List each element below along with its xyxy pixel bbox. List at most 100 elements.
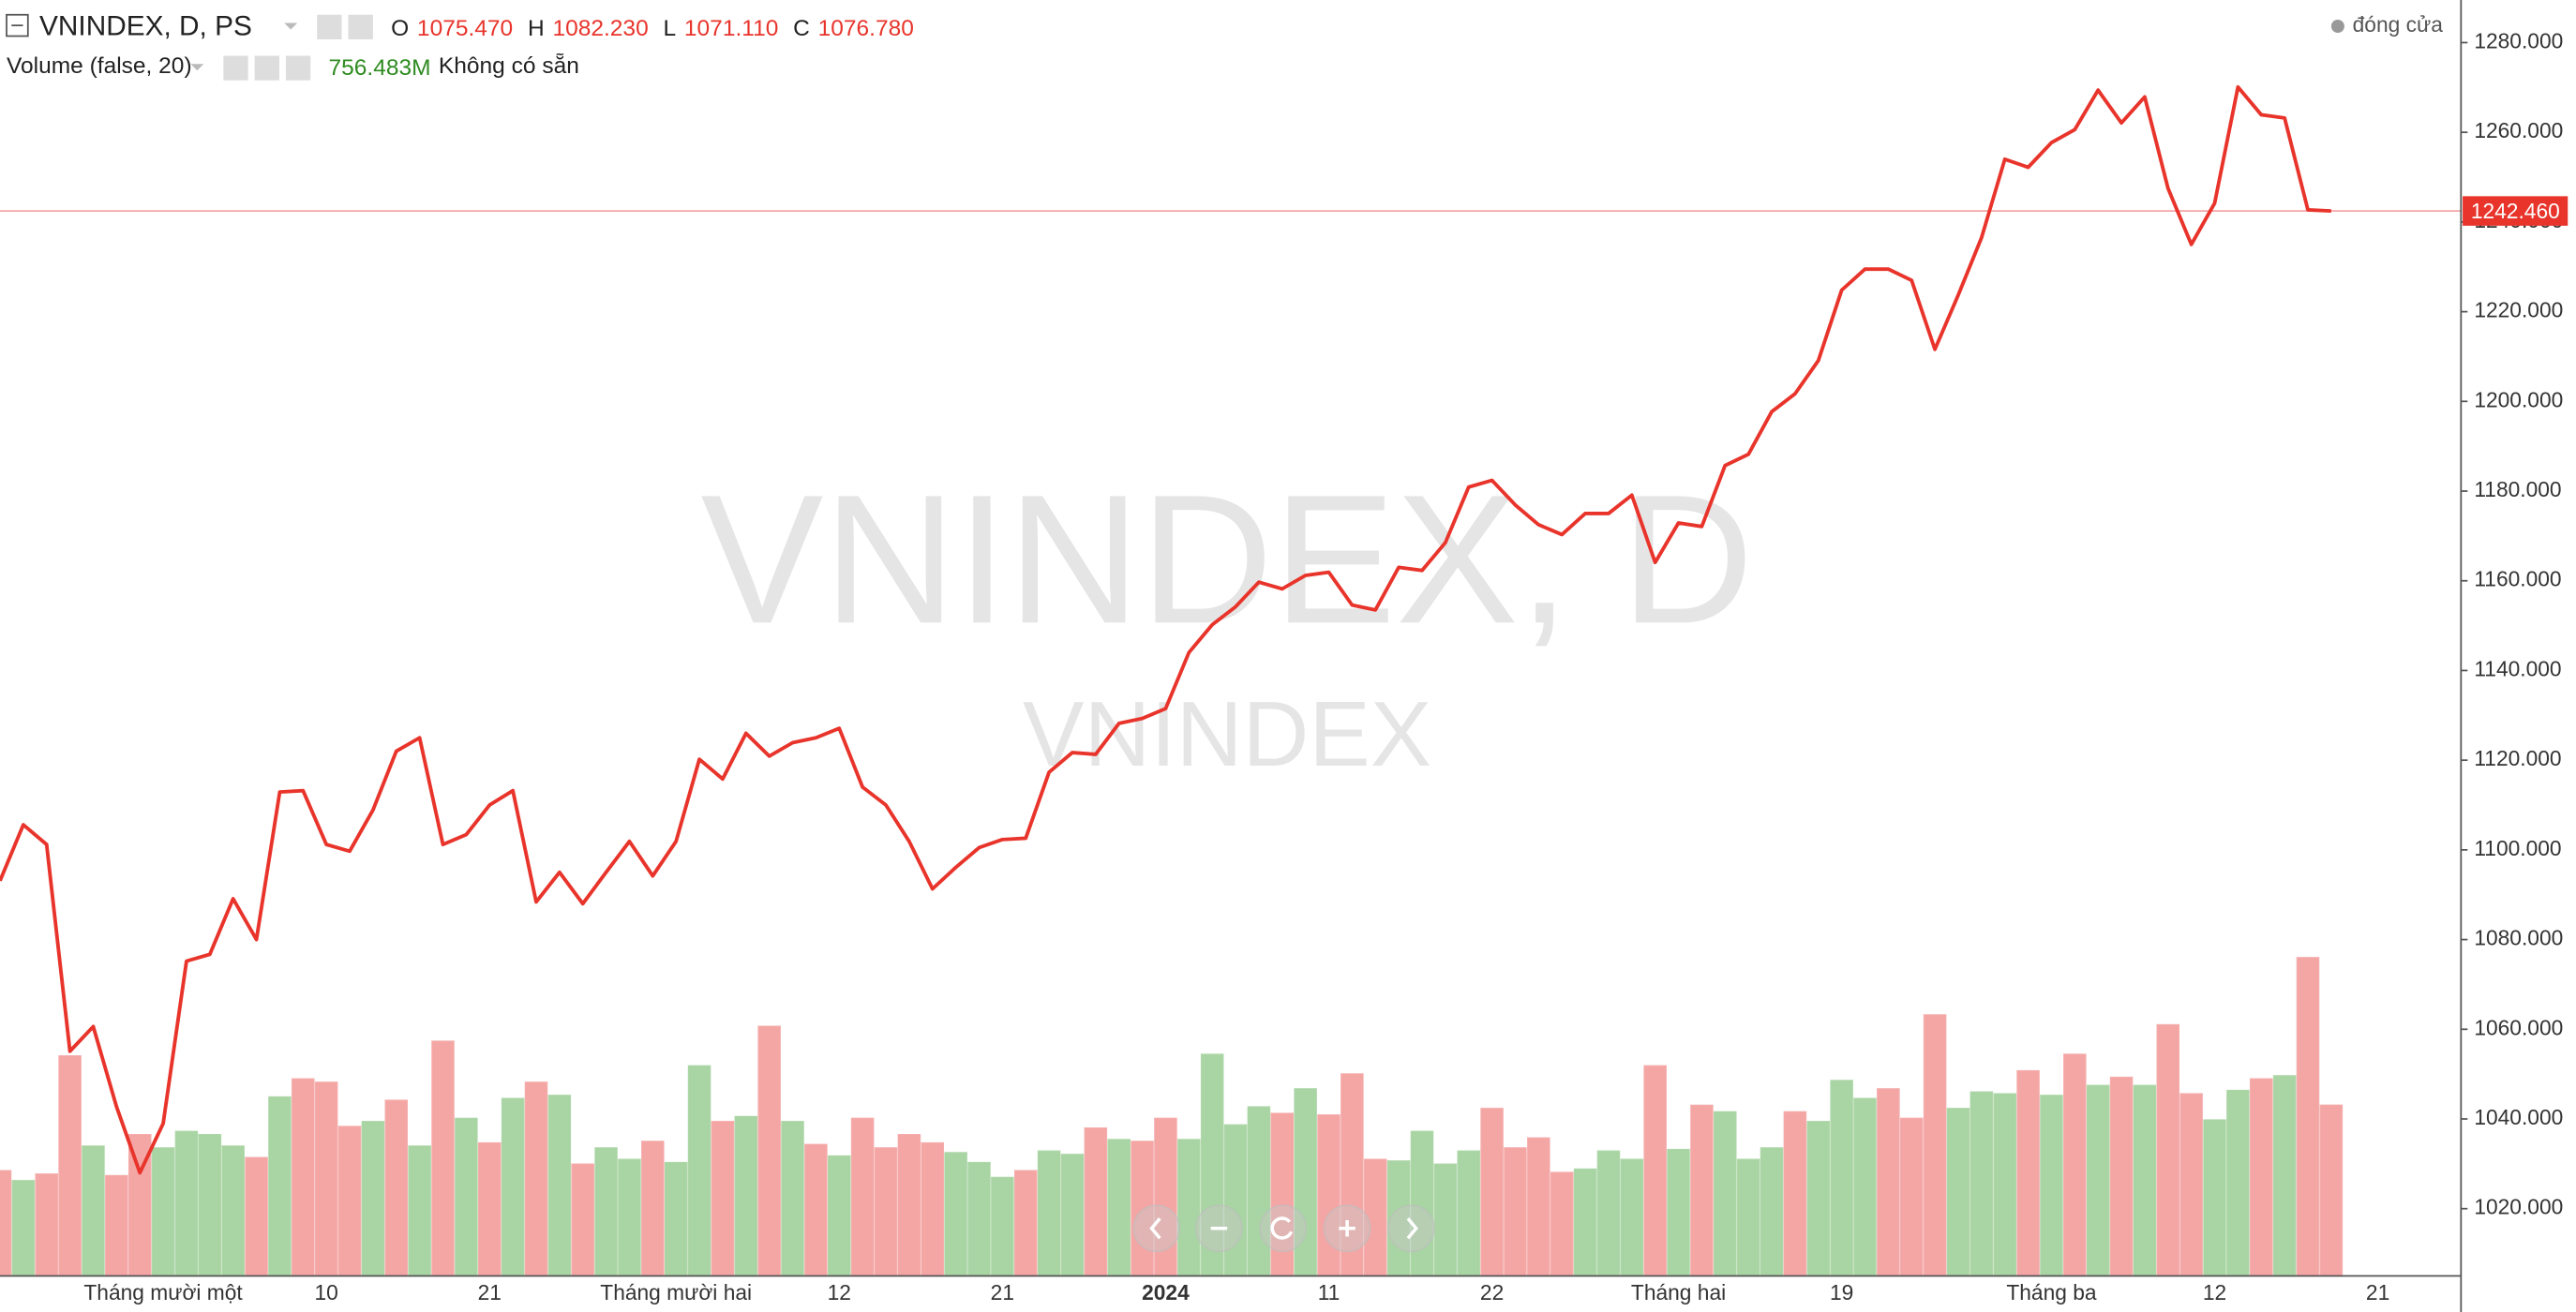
volume-bar <box>1294 1088 1317 1277</box>
x-tick-label: 10 <box>314 1280 337 1305</box>
volume-bar <box>361 1121 385 1277</box>
price-layer <box>0 84 2462 1175</box>
volume-bar <box>1107 1139 1131 1277</box>
volume-bar <box>1783 1111 1807 1277</box>
ohlc-value: 1075.470 <box>417 16 513 41</box>
volume-bar <box>2249 1078 2273 1277</box>
y-tick-label: 1060.000 <box>2474 1015 2563 1039</box>
volume-bar <box>1480 1108 1504 1277</box>
volume-bar <box>967 1161 991 1277</box>
volume-bar <box>1084 1127 1108 1277</box>
watermark: VNINDEX, D <box>701 455 1754 662</box>
volume-bar <box>2086 1084 2110 1277</box>
eye-icon[interactable] <box>223 55 248 81</box>
volume-bar <box>1899 1117 1924 1277</box>
volume-bar <box>1969 1091 1994 1277</box>
watermark-group: VNINDEX, D VNINDEX <box>701 455 1754 784</box>
x-tick-label: 12 <box>2203 1280 2226 1305</box>
volume-bar <box>384 1099 409 1277</box>
volume-bar <box>1550 1171 1574 1277</box>
volume-bar <box>1457 1150 1480 1277</box>
y-tick-label: 1220.000 <box>2474 298 2563 322</box>
volume-bar <box>1037 1150 1061 1277</box>
ohlc-key: O <box>391 16 409 41</box>
settings-icon[interactable] <box>348 14 373 39</box>
scroll-right[interactable] <box>1387 1204 1435 1253</box>
navigation <box>1132 1204 1435 1253</box>
close-legend: đóng cửa <box>2353 12 2444 37</box>
x-tick-label: 21 <box>478 1280 502 1305</box>
volume-bar <box>850 1117 875 1277</box>
volume-bar <box>1527 1137 1550 1277</box>
volume-bar <box>571 1163 594 1277</box>
close-dot <box>2330 20 2344 33</box>
remove-icon[interactable] <box>285 55 311 81</box>
y-tick-label: 1040.000 <box>2474 1105 2563 1129</box>
volume-bar <box>1504 1147 1527 1277</box>
last-price-box <box>2463 196 2569 226</box>
volume-bar <box>501 1097 525 1277</box>
volume-bar <box>711 1121 735 1277</box>
volume-bar <box>2016 1069 2040 1277</box>
volume-bar <box>1690 1104 1714 1277</box>
dropdown[interactable] <box>190 64 204 71</box>
volume-bar <box>221 1145 245 1277</box>
volume-bar <box>991 1176 1014 1277</box>
volume-bar <box>2063 1053 2087 1277</box>
volume-bar <box>2156 1023 2180 1277</box>
volume-bar <box>1154 1117 1177 1277</box>
reset[interactable] <box>1259 1204 1308 1253</box>
volume-bar <box>524 1081 548 1277</box>
volume-bar <box>594 1147 618 1277</box>
ohlc-key: H <box>528 16 545 41</box>
volume-bar <box>804 1143 828 1277</box>
y-tick-label: 1180.000 <box>2474 477 2561 501</box>
volume-bar <box>641 1141 665 1277</box>
x-tick-label: 12 <box>828 1280 851 1305</box>
volume-bar <box>1993 1093 2016 1277</box>
volume-bar <box>2133 1084 2157 1277</box>
volume-bar <box>547 1095 572 1277</box>
volume-bar <box>2109 1076 2134 1277</box>
collapse-icon[interactable] <box>6 13 29 37</box>
volume-bar <box>781 1121 804 1277</box>
volume-bar <box>245 1156 268 1277</box>
volume-bar <box>1177 1139 1201 1277</box>
volume-bar <box>1247 1106 1271 1277</box>
eye-icon[interactable] <box>317 14 342 39</box>
volume-bar <box>1714 1111 1737 1277</box>
last-price-label: 1242.460 <box>2471 199 2560 223</box>
volume-bar <box>11 1180 36 1277</box>
volume-bar <box>1013 1170 1038 1277</box>
scroll-left[interactable] <box>1132 1204 1181 1253</box>
x-tick-label: 2024 <box>1142 1280 1190 1305</box>
volume-bar <box>757 1025 781 1277</box>
volume-bar <box>828 1155 851 1277</box>
volume-status: Không có sẵn <box>439 52 579 79</box>
watermark-subtitle: VNINDEX <box>1023 682 1431 785</box>
volume-bar <box>431 1040 455 1277</box>
y-tick-label: 1020.000 <box>2474 1195 2563 1219</box>
settings-icon[interactable] <box>254 55 279 81</box>
volume-bar <box>1620 1158 1644 1277</box>
volume-bar <box>35 1173 59 1277</box>
volume-bar <box>687 1065 711 1277</box>
volume-bar <box>151 1147 175 1277</box>
x-tick-label: 22 <box>1480 1280 1504 1305</box>
dropdown[interactable] <box>284 22 298 30</box>
x-tick-label: 19 <box>1830 1280 1853 1305</box>
y-tick-label: 1140.000 <box>2474 656 2561 680</box>
ohlc-value: 1082.230 <box>552 16 648 41</box>
x-tick-label: Tháng hai <box>1631 1280 1726 1305</box>
volume-bar <box>2319 1104 2344 1277</box>
volume-bar <box>664 1161 688 1277</box>
volume-bar <box>1433 1163 1458 1277</box>
volume-bar <box>1830 1080 1853 1277</box>
volume-bar <box>1223 1124 1248 1277</box>
volume-bar <box>408 1145 431 1277</box>
volume-bar <box>734 1115 758 1277</box>
y-tick-label: 1100.000 <box>2474 836 2561 860</box>
price-line <box>0 84 2331 1175</box>
